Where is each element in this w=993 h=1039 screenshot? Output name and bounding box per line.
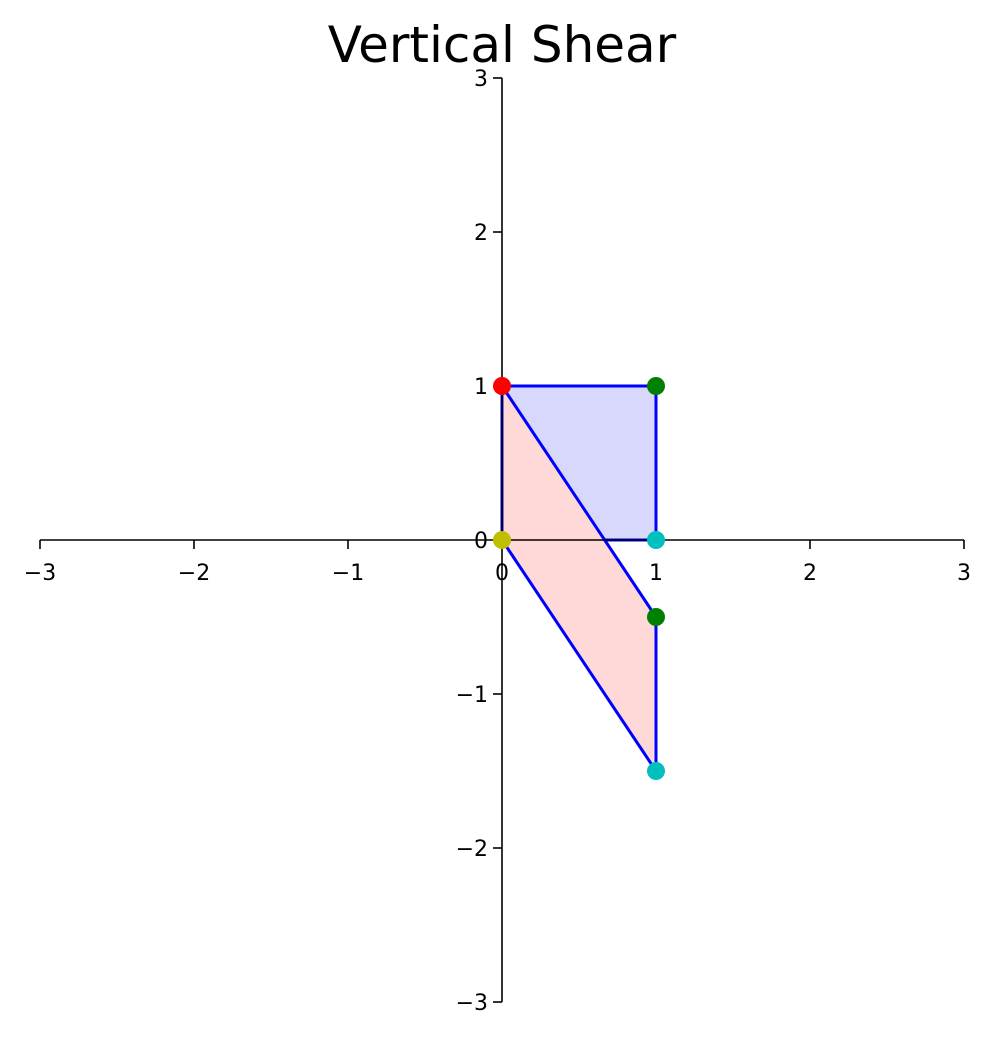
x-tick-label-5: 2 [803, 561, 817, 586]
y-tick-label-0: −3 [456, 991, 488, 1016]
point-marker-5 [647, 762, 665, 780]
chart-title: Vertical Shear [328, 16, 677, 74]
x-tick-label-4: 1 [649, 561, 663, 586]
shape-fill-1 [502, 386, 656, 771]
y-tick-label-3: 0 [474, 529, 488, 554]
point-marker-2 [647, 531, 665, 549]
point-marker-3 [493, 531, 511, 549]
y-tick-label-2: −1 [456, 683, 488, 708]
y-tick-label-5: 2 [474, 221, 488, 246]
y-tick-label-6: 3 [474, 67, 488, 92]
x-tick-label-3: 0 [495, 561, 509, 586]
y-tick-label-1: −2 [456, 837, 488, 862]
shapes-layer [500, 384, 658, 773]
x-tick-label-6: 3 [957, 561, 971, 586]
y-tick-label-4: 1 [474, 375, 488, 400]
ticks-layer: −3 −2 −1 0 1 2 3 −3 −2 −1 0 1 2 3 [24, 67, 971, 1016]
x-tick-label-0: −3 [24, 561, 56, 586]
point-marker-0 [493, 377, 511, 395]
point-marker-1 [647, 377, 665, 395]
markers-layer [493, 377, 665, 780]
point-marker-4 [647, 608, 665, 626]
x-tick-label-2: −1 [332, 561, 364, 586]
x-tick-label-1: −2 [178, 561, 210, 586]
